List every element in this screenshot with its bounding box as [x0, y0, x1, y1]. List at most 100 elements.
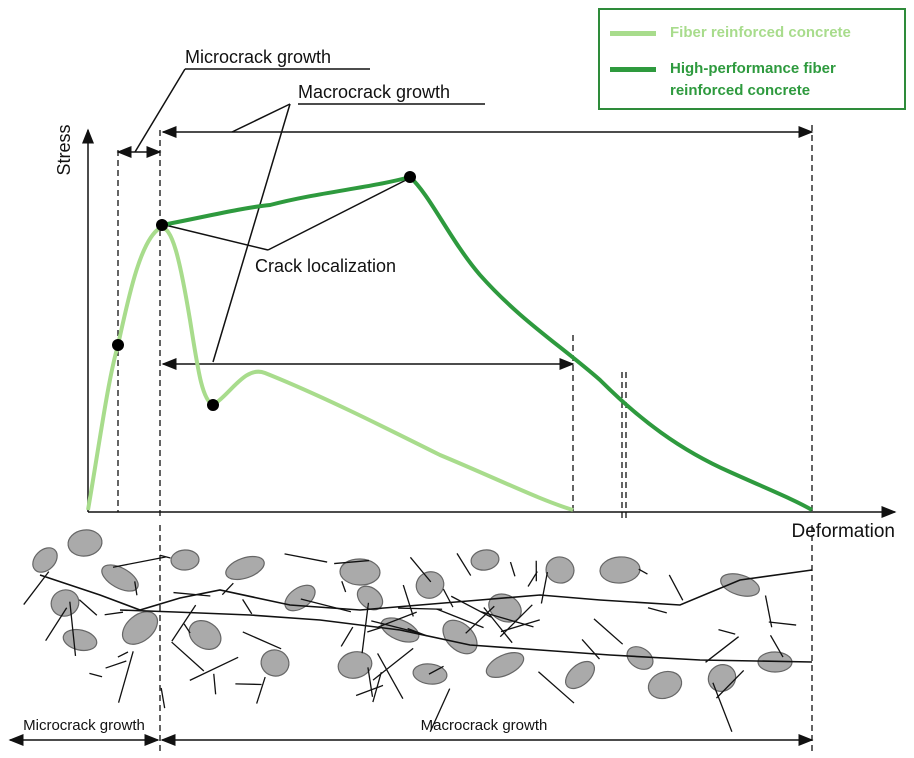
- fiber: [712, 682, 733, 732]
- legend-swatch: [610, 67, 656, 72]
- aggregate: [488, 593, 522, 623]
- legend-swatch: [610, 31, 656, 36]
- leader: [231, 103, 291, 133]
- aggregate: [284, 584, 316, 612]
- fiber: [256, 676, 266, 704]
- fiber: [173, 591, 211, 597]
- aggregate: [32, 547, 58, 573]
- fiber: [69, 601, 77, 657]
- fiber: [538, 671, 575, 704]
- aggregate: [337, 651, 373, 679]
- legend-item: High-performance fiber reinforced concre…: [610, 58, 870, 102]
- aggregate: [707, 664, 737, 692]
- fiber: [221, 582, 234, 596]
- fiber: [715, 669, 745, 699]
- annotation: Microcrack growth: [185, 47, 331, 67]
- aggregate: [720, 573, 760, 597]
- fiber: [769, 634, 784, 658]
- key-point: [112, 339, 124, 351]
- fiber: [171, 641, 205, 672]
- fiber: [442, 588, 454, 608]
- fiber: [134, 581, 138, 596]
- fiber: [372, 647, 414, 681]
- fiber: [171, 604, 197, 642]
- fiber: [509, 561, 516, 577]
- fiber: [117, 651, 129, 658]
- leader: [164, 224, 269, 251]
- fiber: [367, 626, 382, 633]
- fiber: [376, 611, 417, 629]
- fiber: [527, 571, 538, 587]
- fiber: [159, 554, 171, 559]
- fiber: [409, 556, 432, 583]
- fiber: [242, 631, 282, 650]
- aggregate: [415, 571, 445, 599]
- fiber: [300, 598, 352, 613]
- fiber: [456, 553, 472, 576]
- fiber: [428, 665, 444, 675]
- leader: [134, 68, 186, 153]
- fiber: [112, 556, 166, 568]
- fiber: [768, 621, 797, 626]
- aggregate: [67, 529, 103, 557]
- aggregate: [260, 649, 290, 677]
- annotation: Macrocrack growth: [298, 82, 450, 102]
- fiber: [334, 559, 370, 565]
- legend-item: Fiber reinforced concrete: [610, 22, 851, 44]
- legend: Fiber reinforced concrete High-performan…: [598, 8, 906, 110]
- fiber: [638, 568, 648, 575]
- legend-label: Fiber reinforced concrete: [670, 24, 851, 41]
- annotation: Crack localization: [255, 256, 396, 276]
- aggregate: [121, 611, 159, 645]
- fiber: [361, 602, 370, 654]
- fiber: [45, 607, 68, 642]
- aggregate: [545, 556, 575, 584]
- fiber: [593, 618, 624, 645]
- fiber: [104, 611, 124, 616]
- fiber: [499, 604, 533, 638]
- fiber: [398, 607, 443, 610]
- fiber: [705, 636, 740, 663]
- fiber: [371, 620, 420, 634]
- key-point: [207, 399, 219, 411]
- aggregate: [485, 652, 525, 678]
- fiber: [668, 574, 684, 601]
- fiber: [367, 667, 374, 697]
- fiber: [341, 581, 347, 593]
- fiber: [284, 553, 328, 563]
- leader: [267, 177, 411, 251]
- x-axis-label: Deformation: [792, 521, 896, 542]
- leader: [212, 103, 291, 363]
- fiber: [183, 623, 191, 634]
- crack: [119, 609, 813, 663]
- aggregate: [62, 628, 98, 652]
- y-axis-label: Stress: [54, 124, 74, 175]
- fiber: [465, 605, 495, 634]
- legend-label: High-performance fiber reinforced concre…: [670, 60, 836, 99]
- fiber: [78, 599, 98, 616]
- fiber: [377, 653, 404, 700]
- key-point: [156, 219, 168, 231]
- aggregate: [50, 589, 80, 617]
- fiber: [235, 683, 262, 686]
- fiber: [160, 687, 166, 709]
- crack: [39, 569, 813, 611]
- aggregate: [101, 564, 139, 592]
- aggregate: [339, 558, 381, 586]
- aggregate: [225, 555, 265, 581]
- fiber: [402, 584, 414, 617]
- fiber: [450, 595, 492, 618]
- aggregate: [442, 619, 478, 655]
- fiber: [89, 672, 103, 678]
- fiber: [429, 688, 451, 732]
- fiber: [718, 628, 736, 635]
- fiber: [581, 639, 600, 660]
- curve-hpfrc: [161, 174, 814, 512]
- fiber: [213, 673, 217, 695]
- aggregate: [356, 585, 384, 611]
- bottom-label: Macrocrack growth: [421, 717, 548, 734]
- fiber: [189, 656, 239, 681]
- aggregate: [647, 670, 683, 700]
